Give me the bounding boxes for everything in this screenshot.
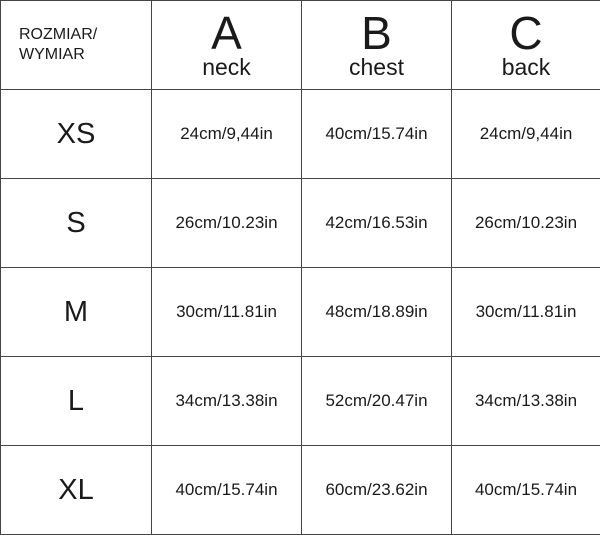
corner-line-1: ROZMIAR/	[19, 26, 97, 43]
neck-value-cell: 34cm/13.38in	[152, 357, 302, 446]
chest-value-cell: 52cm/20.47in	[302, 357, 452, 446]
column-label: chest	[302, 55, 451, 79]
back-value-cell: 26cm/10.23in	[452, 179, 600, 268]
column-label: neck	[152, 55, 301, 79]
column-letter: A	[152, 11, 301, 55]
chest-value-cell: 40cm/15.74in	[302, 90, 452, 179]
neck-value-cell: 26cm/10.23in	[152, 179, 302, 268]
column-header-neck: A neck	[152, 1, 302, 90]
back-value-cell: 24cm/9,44in	[452, 90, 600, 179]
chest-value-cell: 42cm/16.53in	[302, 179, 452, 268]
size-cell: S	[1, 179, 152, 268]
header-row: ROZMIAR/ WYMIAR A neck B chest C back	[1, 1, 600, 90]
back-value-cell: 34cm/13.38in	[452, 357, 600, 446]
chest-value-cell: 48cm/18.89in	[302, 268, 452, 357]
chest-value-cell: 60cm/23.62in	[302, 446, 452, 535]
back-value-cell: 30cm/11.81in	[452, 268, 600, 357]
size-cell: M	[1, 268, 152, 357]
column-header-chest: B chest	[302, 1, 452, 90]
column-header-back: C back	[452, 1, 600, 90]
size-cell: XS	[1, 90, 152, 179]
column-letter: B	[302, 11, 451, 55]
column-letter: C	[452, 11, 600, 55]
column-label: back	[452, 55, 600, 79]
corner-header: ROZMIAR/ WYMIAR	[1, 1, 152, 90]
neck-value-cell: 24cm/9,44in	[152, 90, 302, 179]
size-cell: L	[1, 357, 152, 446]
size-cell: XL	[1, 446, 152, 535]
back-value-cell: 40cm/15.74in	[452, 446, 600, 535]
neck-value-cell: 40cm/15.74in	[152, 446, 302, 535]
corner-line-2: WYMIAR	[19, 46, 85, 63]
neck-value-cell: 30cm/11.81in	[152, 268, 302, 357]
